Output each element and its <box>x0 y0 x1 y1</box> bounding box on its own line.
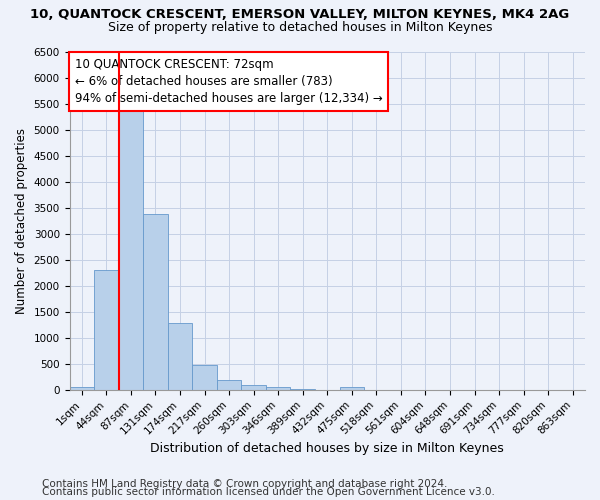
Bar <box>340 388 364 390</box>
X-axis label: Distribution of detached houses by size in Milton Keynes: Distribution of detached houses by size … <box>151 442 504 455</box>
Bar <box>290 389 315 390</box>
Bar <box>241 384 266 390</box>
Text: Contains public sector information licensed under the Open Government Licence v3: Contains public sector information licen… <box>42 487 495 497</box>
Bar <box>94 270 119 390</box>
Bar <box>143 214 168 390</box>
Text: Contains HM Land Registry data © Crown copyright and database right 2024.: Contains HM Land Registry data © Crown c… <box>42 479 448 489</box>
Text: 10, QUANTOCK CRESCENT, EMERSON VALLEY, MILTON KEYNES, MK4 2AG: 10, QUANTOCK CRESCENT, EMERSON VALLEY, M… <box>31 8 569 20</box>
Text: Size of property relative to detached houses in Milton Keynes: Size of property relative to detached ho… <box>108 21 492 34</box>
Bar <box>70 388 94 390</box>
Bar <box>192 366 217 390</box>
Bar <box>266 388 290 390</box>
Bar <box>119 108 143 390</box>
Bar <box>217 380 241 390</box>
Y-axis label: Number of detached properties: Number of detached properties <box>15 128 28 314</box>
Text: 10 QUANTOCK CRESCENT: 72sqm
← 6% of detached houses are smaller (783)
94% of sem: 10 QUANTOCK CRESCENT: 72sqm ← 6% of deta… <box>74 58 382 106</box>
Bar <box>168 323 192 390</box>
